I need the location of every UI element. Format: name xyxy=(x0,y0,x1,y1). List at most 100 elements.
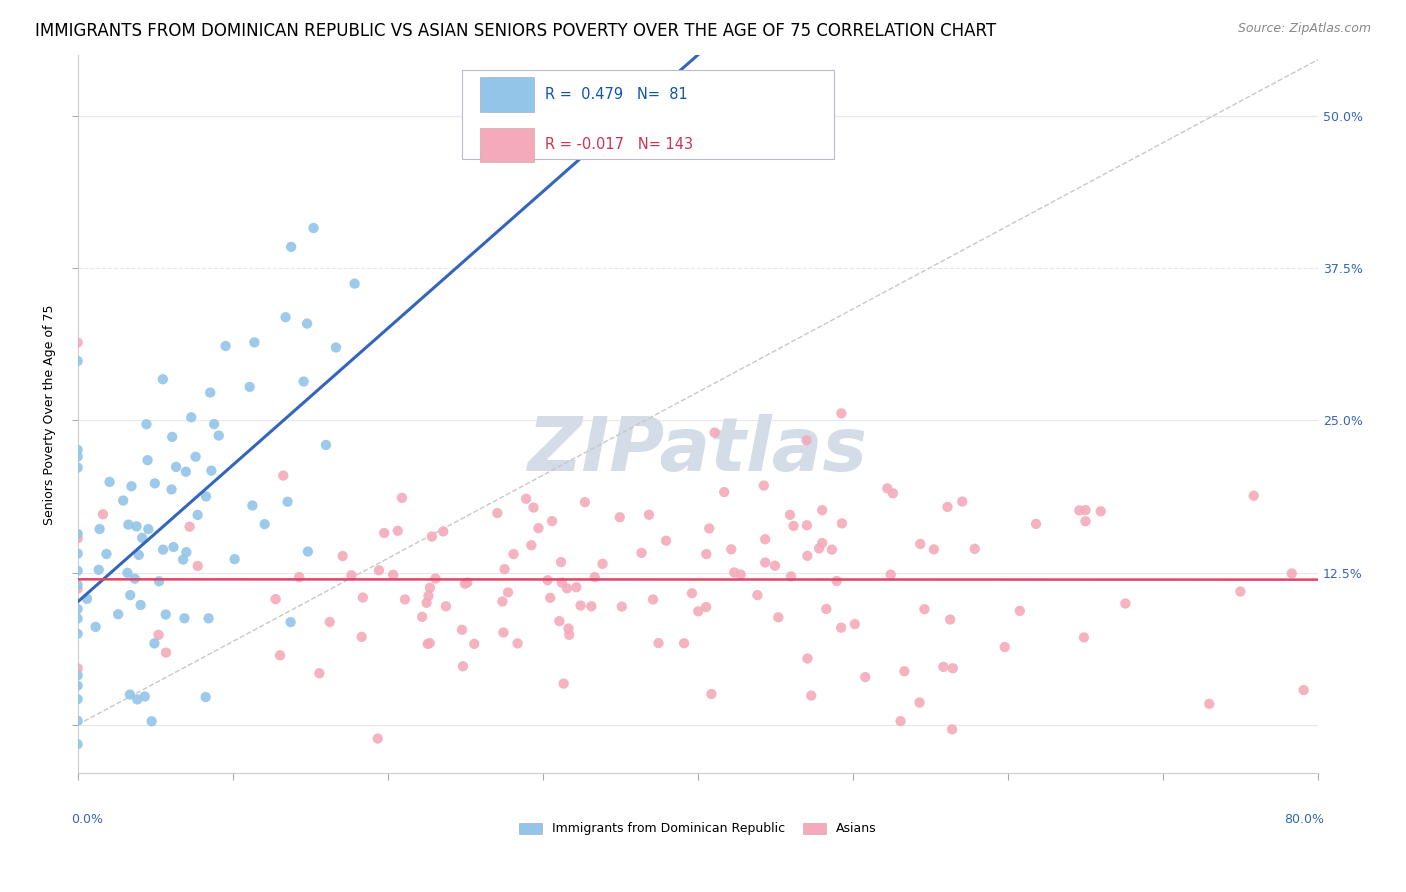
Point xyxy=(420,529,443,543)
Point xyxy=(830,621,852,635)
Point xyxy=(143,636,166,650)
Point xyxy=(367,731,389,746)
Point xyxy=(308,666,330,681)
Point xyxy=(844,617,866,632)
Point xyxy=(253,517,276,532)
Point xyxy=(66,450,89,464)
Point xyxy=(184,450,207,464)
Point xyxy=(890,714,912,728)
Point xyxy=(1281,566,1303,581)
Point xyxy=(796,518,818,533)
Point xyxy=(893,665,915,679)
Point xyxy=(136,453,159,467)
Point xyxy=(242,499,264,513)
Point xyxy=(1008,604,1031,618)
Point xyxy=(939,613,962,627)
FancyBboxPatch shape xyxy=(479,78,534,112)
Point xyxy=(415,596,437,610)
Point xyxy=(515,491,537,506)
Point xyxy=(87,563,110,577)
Point xyxy=(419,636,441,650)
Point xyxy=(180,410,202,425)
Y-axis label: Seniors Poverty Over the Age of 75: Seniors Poverty Over the Age of 75 xyxy=(44,304,56,524)
Point xyxy=(1292,683,1315,698)
Point xyxy=(66,737,89,751)
Point xyxy=(416,637,439,651)
Text: 0.0%: 0.0% xyxy=(72,813,104,826)
Text: R = -0.017   N= 143: R = -0.017 N= 143 xyxy=(546,137,693,153)
Point xyxy=(187,558,209,573)
Point xyxy=(815,602,838,616)
Point xyxy=(318,615,340,629)
Point xyxy=(681,586,703,600)
Point xyxy=(536,573,558,587)
Point xyxy=(66,564,89,578)
Point xyxy=(569,599,592,613)
Point xyxy=(641,592,664,607)
Point xyxy=(941,723,963,737)
Point xyxy=(179,519,201,533)
Point xyxy=(456,575,478,590)
Point xyxy=(155,646,177,660)
Point xyxy=(780,569,803,583)
Point xyxy=(1090,504,1112,518)
Point xyxy=(332,549,354,563)
Point xyxy=(297,544,319,558)
Point xyxy=(695,600,717,615)
Point xyxy=(129,598,152,612)
Point xyxy=(66,679,89,693)
Point xyxy=(91,508,114,522)
Point xyxy=(609,510,631,524)
Point xyxy=(821,542,844,557)
Point xyxy=(373,526,395,541)
Point xyxy=(557,622,579,636)
Point xyxy=(1114,597,1136,611)
Point xyxy=(673,636,696,650)
Point xyxy=(112,493,135,508)
Point xyxy=(141,714,163,729)
Point xyxy=(1074,514,1097,528)
Point xyxy=(128,548,150,562)
Point xyxy=(551,575,574,590)
Point xyxy=(876,482,898,496)
Point xyxy=(700,687,723,701)
Point xyxy=(811,536,834,550)
Point xyxy=(131,531,153,545)
Point xyxy=(541,514,564,528)
Point xyxy=(1229,584,1251,599)
Point xyxy=(173,611,195,625)
Point xyxy=(550,555,572,569)
Point xyxy=(165,459,187,474)
Point xyxy=(1243,489,1265,503)
Point xyxy=(160,430,183,444)
Point xyxy=(394,592,416,607)
Point xyxy=(434,599,457,614)
Point xyxy=(768,610,790,624)
Point xyxy=(66,602,89,616)
Point xyxy=(830,406,852,420)
Point xyxy=(553,676,575,690)
Point xyxy=(548,614,571,628)
Point xyxy=(143,476,166,491)
Point xyxy=(302,221,325,235)
Point xyxy=(197,611,219,625)
Point xyxy=(121,479,143,493)
Point xyxy=(136,522,159,536)
Point xyxy=(879,567,901,582)
Point xyxy=(66,460,89,475)
Point xyxy=(214,339,236,353)
Point xyxy=(520,538,543,552)
Point xyxy=(811,503,834,517)
Point xyxy=(66,335,89,350)
Point xyxy=(800,689,823,703)
Point xyxy=(66,527,89,541)
Point xyxy=(418,589,440,603)
Point xyxy=(688,604,710,618)
Point xyxy=(574,495,596,509)
Point xyxy=(89,522,111,536)
Point xyxy=(340,568,363,582)
Point xyxy=(274,310,297,325)
Point xyxy=(527,521,550,535)
Point xyxy=(368,563,391,577)
Point xyxy=(581,599,603,614)
